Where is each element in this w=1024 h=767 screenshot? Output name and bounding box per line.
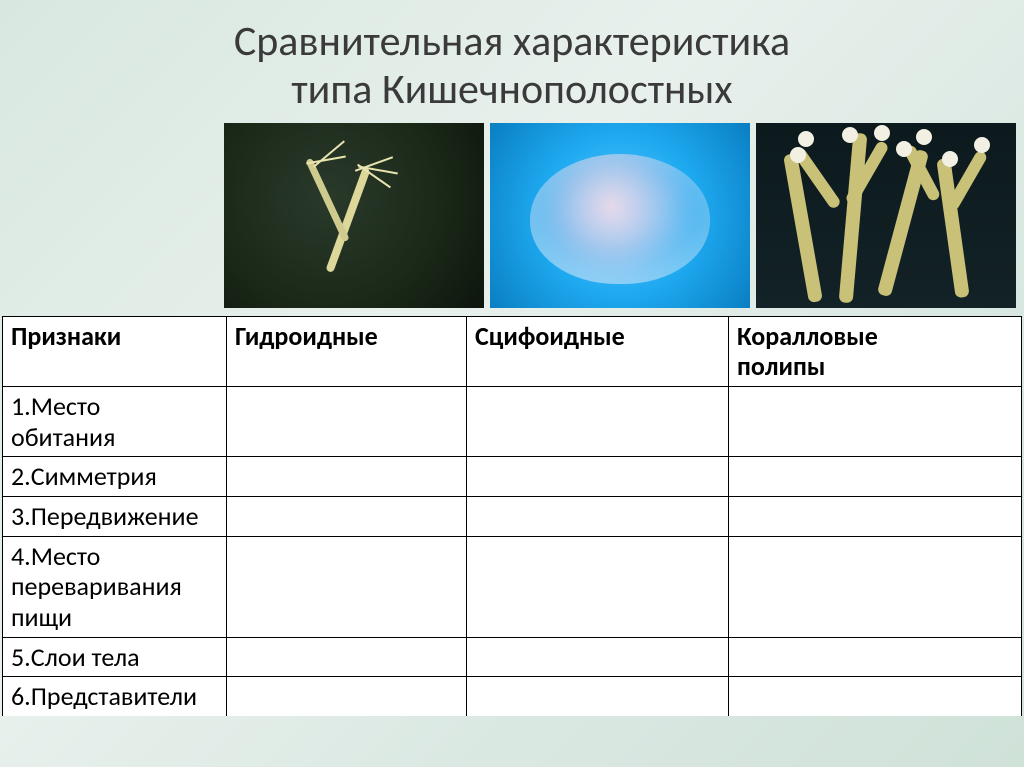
table-row: 5.Слои тела xyxy=(3,637,1022,677)
row5-scyphozoa xyxy=(467,637,729,677)
table-header-row: Признаки Гидроидные Сцифоидные Коралловы… xyxy=(3,316,1022,386)
row4-corals xyxy=(729,536,1022,637)
row6-hydrozoa xyxy=(227,677,467,716)
row5-hydrozoa xyxy=(227,637,467,677)
title-line-2: типа Кишечнополостных xyxy=(291,64,732,115)
row6-corals xyxy=(729,677,1022,716)
row1-hydrozoa xyxy=(227,386,467,456)
table-row: 3.Передвижение xyxy=(3,496,1022,536)
row3-corals xyxy=(729,496,1022,536)
row1-scyphozoa xyxy=(467,386,729,456)
row4-label: 4.Место переваривания пищи xyxy=(3,536,227,637)
table-row: 4.Место переваривания пищи xyxy=(3,536,1022,637)
jellyfish-icon xyxy=(530,154,710,284)
coral-icon xyxy=(756,123,1016,308)
row6-scyphozoa xyxy=(467,677,729,716)
slide-title: Сравнительная характеристика типа Кишечн… xyxy=(0,0,1024,115)
row4-scyphozoa xyxy=(467,536,729,637)
row2-corals xyxy=(729,457,1022,497)
row3-hydrozoa xyxy=(227,496,467,536)
header-traits: Признаки xyxy=(3,316,227,386)
row3-label: 3.Передвижение xyxy=(3,496,227,536)
image-hydra xyxy=(224,123,484,308)
table-row: 1.Место обитания xyxy=(3,386,1022,456)
row5-corals xyxy=(729,637,1022,677)
images-row xyxy=(0,123,1024,308)
table-row: 6.Представители xyxy=(3,677,1022,716)
comparison-table-wrap: Признаки Гидроидные Сцифоидные Коралловы… xyxy=(0,316,1024,716)
row5-label: 5.Слои тела xyxy=(3,637,227,677)
header-corals: Коралловые полипы xyxy=(729,316,1022,386)
header-corals-l2: полипы xyxy=(737,350,825,382)
row2-scyphozoa xyxy=(467,457,729,497)
header-hydrozoa: Гидроидные xyxy=(227,316,467,386)
comparison-table: Признаки Гидроидные Сцифоидные Коралловы… xyxy=(2,316,1022,716)
image-coral xyxy=(756,123,1016,308)
row2-hydrozoa xyxy=(227,457,467,497)
table-row: 2.Симметрия xyxy=(3,457,1022,497)
slide: Сравнительная характеристика типа Кишечн… xyxy=(0,0,1024,767)
row4-hydrozoa xyxy=(227,536,467,637)
header-scyphozoa: Сцифоидные xyxy=(467,316,729,386)
hydra-icon xyxy=(254,135,454,295)
row3-scyphozoa xyxy=(467,496,729,536)
image-jellyfish xyxy=(490,123,750,308)
title-line-1: Сравнительная характеристика xyxy=(234,16,790,67)
row1-corals xyxy=(729,386,1022,456)
row2-label: 2.Симметрия xyxy=(3,457,227,497)
header-corals-l1: Коралловые xyxy=(737,320,878,352)
row1-label: 1.Место обитания xyxy=(3,386,227,456)
row6-label: 6.Представители xyxy=(3,677,227,716)
